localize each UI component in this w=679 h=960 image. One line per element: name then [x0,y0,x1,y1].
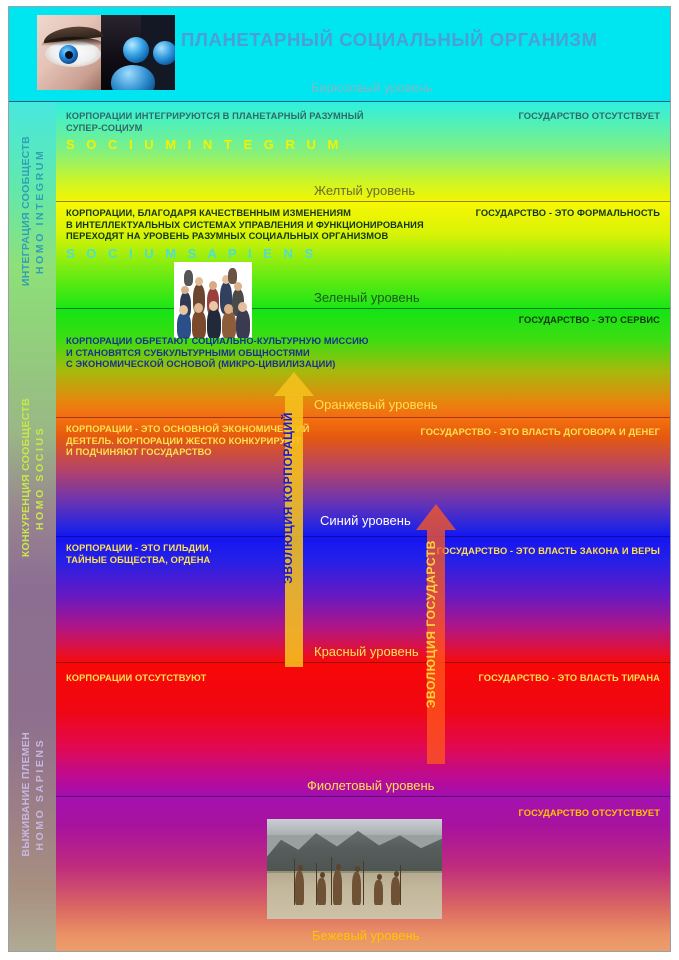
rail-segment-competition: КОНКУРЕНЦИЯ СООБЩЕСТВ HOMO SOCIUS [9,320,56,635]
rail-label-line1: ИНТЕГРАЦИЯ СООБЩЕСТВ [19,135,32,287]
arrow-up-icon [416,504,456,764]
state-text-violet: ГОСУДАРСТВО ОТСУТСТВУЕТ [518,808,660,818]
crowd-of-people-photo [174,262,252,338]
level-label-orange: Оранжевый уровень [314,397,438,412]
state-text-yellow: ГОСУДАРСТВО - ЭТО ФОРМАЛЬНОСТЬ [475,208,660,218]
corporations-text-blue: КОРПОРАЦИИ - ЭТО ГИЛЬДИИ, ТАЙНЫЕ ОБЩЕСТВ… [66,543,212,565]
rail-label-line2: HOMO SOCIUS [33,425,46,530]
rail-segment-integration: ИНТЕГРАЦИЯ СООБЩЕСТВ HOMO INTEGRUM [9,102,56,320]
separator-green [9,308,670,309]
level-label-green: Зеленый уровень [314,290,420,305]
corporations-evolution-arrow: ЭВОЛЮЦИЯ КОРПОРАЦИЙ [272,372,316,667]
corporations-text-green: КОРПОРАЦИИ ОБРЕТАЮТ СОЦИАЛЬНО-КУЛЬТУРНУЮ… [66,336,369,370]
level-label-beige: Бежевый уровень [312,928,420,943]
rail-label-line2: HOMO INTEGRUM [33,148,46,274]
level-label-turquoise: Бирюзовый уровень [311,80,433,95]
separator-yellow [9,201,670,202]
corporations-text-yellow: КОРПОРАЦИИ, БЛАГОДАРЯ КАЧЕСТВЕННЫМ ИЗМЕН… [66,208,424,242]
level-label-yellow: Желтый уровень [314,183,416,198]
band-blue-to-red [9,537,670,663]
state-text-blue: ГОСУДАРСТВО - ЭТО ВЛАСТЬ ЗАКОНА И ВЕРЫ [436,546,660,556]
socium-integrum-label: S O C I U M I N T E G R U M [66,137,343,152]
socium-sapiens-label: S O C I U M S A P I E N S [66,246,318,261]
tribal-hunters-photo [267,819,442,919]
arrow-up-icon [274,372,314,667]
state-text-turquoise: ГОСУДАРСТВО ОТСУТСТВУЕТ [518,111,660,121]
state-text-red: ГОСУДАРСТВО - ЭТО ВЛАСТЬ ТИРАНА [478,673,660,683]
band-red-to-violet [9,663,670,797]
level-label-blue: Синий уровень [320,513,411,528]
state-evolution-arrow: ЭВОЛЮЦИЯ ГОСУДАРСТВ [414,504,458,764]
rail-label-line1: КОНКУРЕНЦИЯ СООБЩЕСТВ [19,397,32,558]
separator-turquoise [9,101,670,102]
arrow-label-corporations: ЭВОЛЮЦИЯ КОРПОРАЦИЙ [281,412,295,584]
separator-red [9,662,670,663]
rail-label-line2: HOMO SAPIENS [33,737,46,851]
state-text-orange: ГОСУДАРСТВО - ЭТО ВЛАСТЬ ДОГОВОРА И ДЕНЕ… [420,427,660,437]
corporations-text-orange: КОРПОРАЦИИ - ЭТО ОСНОВНОЙ ЭКОНОМИЧЕСКИЙ … [66,424,310,458]
page-title: ПЛАНЕТАРНЫЙ СОЦИАЛЬНЫЙ ОРГАНИЗМ [181,29,598,50]
arrow-label-state: ЭВОЛЮЦИЯ ГОСУДАРСТВ [424,540,438,709]
corporations-text-red: КОРПОРАЦИИ ОТСУТСТВУЮТ [66,673,207,683]
separator-violet [9,796,670,797]
separator-orange [9,417,670,418]
separator-blue [9,536,670,537]
content-layer: Бирюзовый уровень КОРПОРАЦИИ ИНТЕГРИРУЮТ… [56,7,670,951]
rail-label-line1: ВЫЖИВАНИЕ ПЛЕМЕН [19,731,32,857]
level-label-violet: Фиолетовый уровень [307,778,435,793]
spiral-dynamics-board: ИНТЕГРАЦИЯ СООБЩЕСТВ HOMO INTEGRUM КОНКУ… [8,6,671,952]
band-turquoise-to-yellow [9,102,670,202]
state-text-green: ГОСУДАРСТВО - ЭТО СЕРВИС [518,315,660,325]
corporations-text-turquoise: КОРПОРАЦИИ ИНТЕГРИРУЮТСЯ В ПЛАНЕТАРНЫЙ Р… [66,111,364,133]
eye-and-globes-photo [37,15,175,90]
rail-segment-survival: ВЫЖИВАНИЕ ПЛЕМЕН HOMO SAPIENS [9,635,56,951]
band-orange-to-blue [9,418,670,537]
left-category-rail: ИНТЕГРАЦИЯ СООБЩЕСТВ HOMO INTEGRUM КОНКУ… [9,102,56,951]
band-yellow-to-green [9,202,670,309]
level-label-red: Красный уровень [314,644,419,659]
band-green-to-orange [9,309,670,418]
